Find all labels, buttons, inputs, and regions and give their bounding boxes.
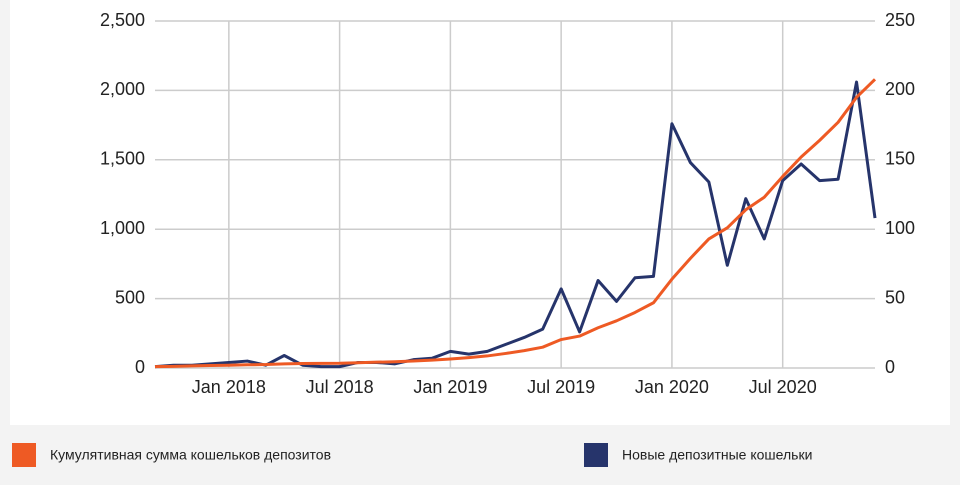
y-tick-label: 1,500 — [100, 149, 145, 169]
series-line — [154, 80, 877, 369]
legend-label: Новые депозитные кошельки — [622, 447, 812, 463]
y-tick-label: 0 — [885, 357, 895, 377]
y-tick-label: 100 — [885, 218, 915, 238]
x-tick-label: Jul 2020 — [749, 377, 817, 397]
y-tick-label: 500 — [115, 287, 145, 307]
y-tick-label: 50 — [885, 287, 905, 307]
y-tick-label: 0 — [135, 357, 145, 377]
series-line — [154, 78, 877, 369]
x-tick-label: Jul 2018 — [306, 377, 374, 397]
x-tick-label: Jan 2019 — [413, 377, 487, 397]
y-tick-label: 200 — [885, 79, 915, 99]
y-tick-label: 250 — [885, 10, 915, 30]
x-tick-label: Jan 2018 — [192, 377, 266, 397]
legend-swatch — [12, 443, 36, 467]
plot-panel — [10, 0, 950, 425]
legend-swatch — [584, 443, 608, 467]
legend-label: Кумулятивная сумма кошельков депозитов — [50, 447, 331, 463]
y-tick-label: 150 — [885, 149, 915, 169]
x-tick-label: Jan 2020 — [635, 377, 709, 397]
y-tick-label: 2,500 — [100, 10, 145, 30]
x-tick-label: Jul 2019 — [527, 377, 595, 397]
y-tick-label: 1,000 — [100, 218, 145, 238]
y-tick-label: 2,000 — [100, 79, 145, 99]
